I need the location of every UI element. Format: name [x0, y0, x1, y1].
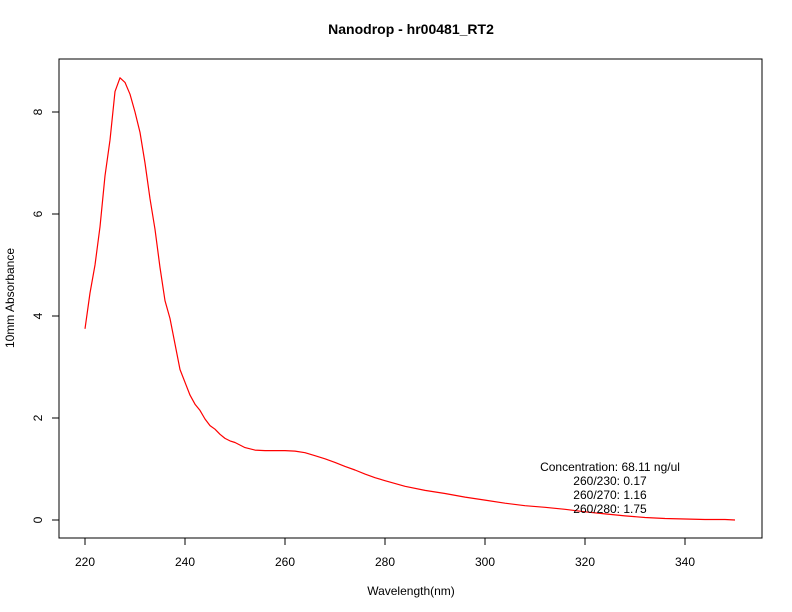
ratio-260-270-annotation: 260/270: 1.16	[573, 488, 647, 502]
y-tick-label: 2	[31, 414, 45, 421]
x-axis-label: Wavelength(nm)	[367, 584, 455, 598]
y-axis-label: 10mm Absorbance	[3, 248, 17, 348]
series-layer	[84, 77, 736, 521]
x-tick-label: 340	[675, 555, 695, 569]
y-tick-label: 8	[31, 108, 45, 115]
y-tick-label: 0	[31, 516, 45, 523]
x-tick-label: 320	[575, 555, 595, 569]
y-axis: 0 2 4 6 8	[31, 108, 60, 523]
x-tick-label: 300	[475, 555, 495, 569]
y-tick-label: 6	[31, 210, 45, 217]
y-tick-label: 4	[31, 312, 45, 319]
x-tick-label: 240	[175, 555, 195, 569]
x-tick-label: 260	[275, 555, 295, 569]
x-tick-label: 220	[75, 555, 95, 569]
concentration-annotation: Concentration: 68.11 ng/ul	[540, 460, 680, 474]
stats-annotation: Concentration: 68.11 ng/ul 260/230: 0.17…	[540, 460, 680, 516]
x-tick-label: 280	[375, 555, 395, 569]
ratio-260-230-annotation: 260/230: 0.17	[573, 474, 647, 488]
chart-title: Nanodrop - hr00481_RT2	[328, 21, 494, 37]
absorbance-series-line	[84, 77, 736, 521]
x-axis: 220 240 260 280 300 320 340	[75, 537, 695, 569]
ratio-260-280-annotation: 260/280: 1.75	[573, 502, 647, 516]
